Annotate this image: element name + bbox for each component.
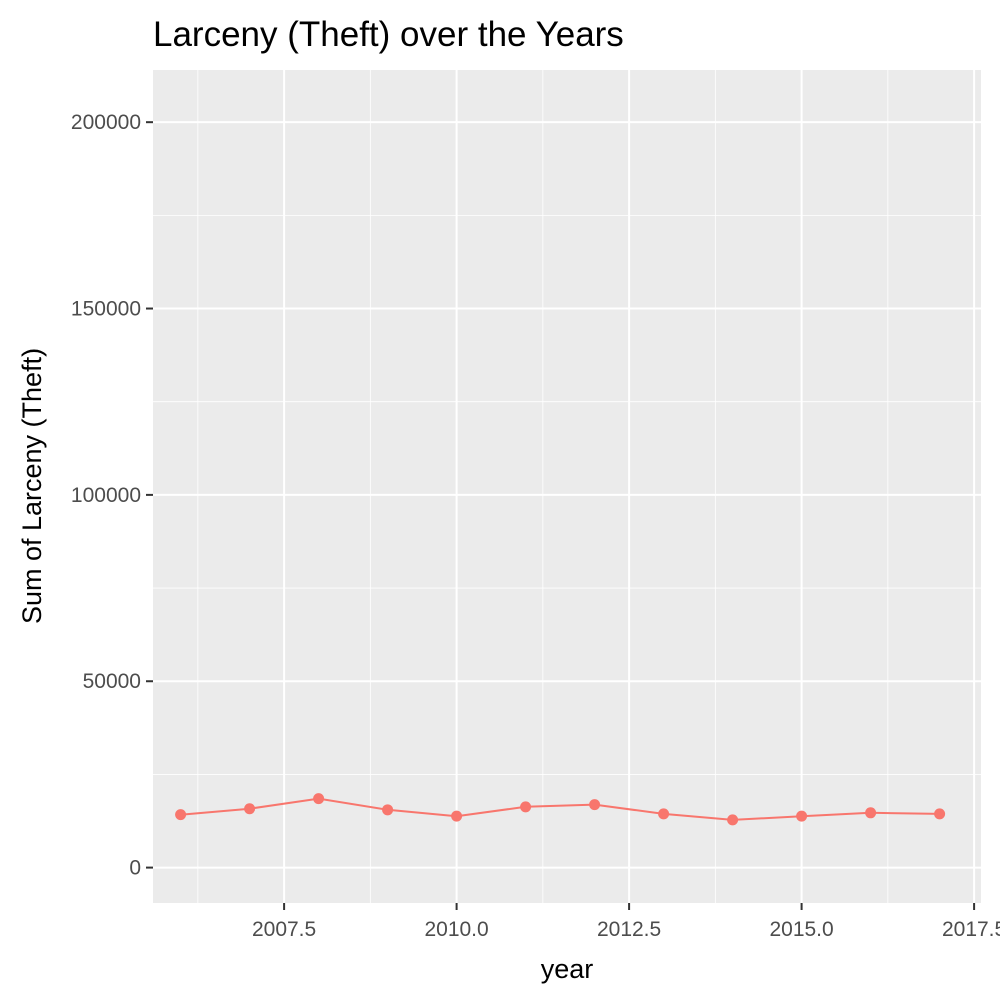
- data-point: [727, 814, 739, 826]
- series-layer: [175, 793, 946, 826]
- data-point: [313, 793, 325, 805]
- data-point: [658, 808, 670, 820]
- x-tick-label: 2007.5: [252, 918, 316, 941]
- series-line: [180, 797, 940, 821]
- data-point: [382, 804, 394, 816]
- data-point: [451, 810, 463, 822]
- data-point: [865, 807, 877, 819]
- minor-gridlines: [153, 70, 981, 903]
- x-tick-labels: 2007.5 2010.0 2012.5 2015.0 2017.5: [252, 918, 1000, 941]
- y-tick-label: 150000: [71, 298, 141, 321]
- data-point: [589, 799, 601, 811]
- data-point: [796, 810, 808, 822]
- axis-ticks: [146, 121, 976, 910]
- data-point: [520, 801, 532, 813]
- x-tick-label: 2017.5: [942, 918, 1000, 941]
- data-point: [244, 803, 256, 815]
- chart-title: Larceny (Theft) over the Years: [153, 15, 624, 54]
- y-tick-label: 200000: [71, 111, 141, 134]
- x-tick-label: 2012.5: [597, 918, 661, 941]
- x-tick-label: 2010.0: [424, 918, 488, 941]
- y-tick-label: 50000: [83, 670, 141, 693]
- data-point: [934, 808, 946, 820]
- y-tick-label: 100000: [71, 484, 141, 507]
- y-tick-label: 0: [129, 857, 141, 880]
- plot-panel: [153, 70, 981, 903]
- major-gridlines: [153, 70, 981, 903]
- data-point: [175, 809, 187, 821]
- x-tick-label: 2015.0: [769, 918, 833, 941]
- y-tick-labels: 0 50000 100000 150000 200000: [71, 111, 141, 879]
- x-axis-title: year: [541, 954, 594, 984]
- y-axis-title: Sum of Larceny (Theft): [17, 348, 47, 624]
